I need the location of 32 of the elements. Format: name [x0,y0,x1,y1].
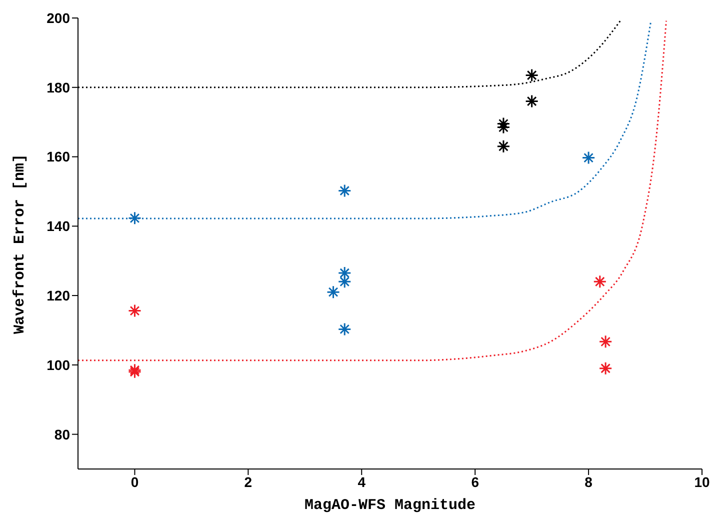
point [496,117,510,131]
point [525,68,539,82]
point [593,274,607,288]
x-tick-label: 6 [471,474,480,490]
x-axis-title: MagAO-WFS Magnitude [304,497,476,514]
x-tick-label: 2 [244,474,252,490]
y-tick-label: 140 [46,218,70,234]
line-series [78,20,668,362]
x-tick-label: 4 [358,474,366,490]
point [326,285,340,299]
point [338,266,352,280]
y-tick-label: 160 [46,148,70,165]
y-tick-label: 180 [46,79,70,96]
y-tick-label: 80 [54,426,70,442]
point [598,362,612,376]
point [582,151,596,165]
point [598,334,612,348]
y-axis-title: Wavefront Error [nm] [12,153,28,334]
point [128,211,142,225]
point [525,94,539,108]
point [496,140,510,154]
x-tick-label: 0 [130,474,139,490]
y-tick-label: 200 [46,10,70,26]
y-tick-label: 120 [46,288,70,304]
point [496,120,510,134]
point [338,322,352,336]
point [128,304,142,318]
point [338,274,352,288]
x-tick-label: 10 [694,474,710,490]
y-tick-label: 100 [46,356,70,373]
point [338,184,352,198]
x-tick-label: 8 [584,474,593,490]
